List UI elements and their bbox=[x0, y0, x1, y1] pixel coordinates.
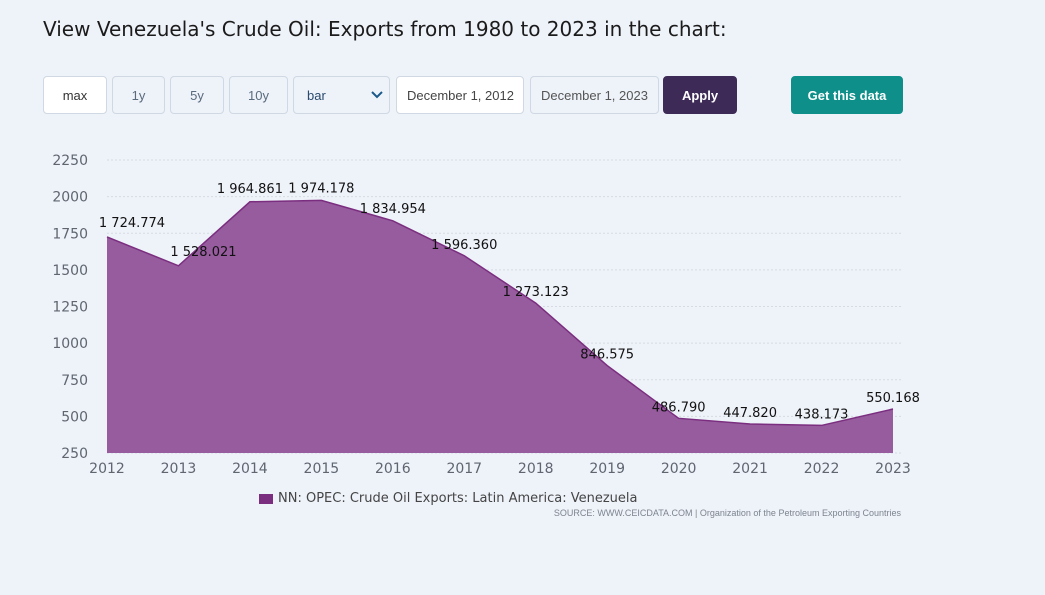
x-tick-label: 2019 bbox=[589, 461, 625, 477]
legend-label: NN: OPEC: Crude Oil Exports: Latin Ameri… bbox=[278, 491, 638, 506]
x-axis: 2012 2013 2014 2015 2016 2017 2018 2019 2020 2021… bbox=[89, 461, 911, 477]
y-tick-label: 500 bbox=[61, 409, 88, 425]
data-label: 1 834.954 bbox=[360, 202, 426, 217]
x-tick-label: 2022 bbox=[804, 461, 840, 477]
y-tick-label: 1000 bbox=[52, 336, 88, 352]
y-tick-label: 1250 bbox=[52, 300, 88, 316]
data-label: 1 964.861 bbox=[217, 182, 283, 197]
data-label: 1 273.123 bbox=[503, 285, 569, 300]
y-tick-label: 1500 bbox=[52, 263, 88, 279]
x-tick-label: 2020 bbox=[661, 461, 697, 477]
data-label: 846.575 bbox=[580, 348, 634, 363]
x-tick-label: 2012 bbox=[89, 461, 125, 477]
chart-series bbox=[106, 199, 894, 453]
x-tick-label: 2021 bbox=[732, 461, 768, 477]
chart-legend[interactable]: NN: OPEC: Crude Oil Exports: Latin Ameri… bbox=[259, 491, 638, 506]
get-data-button[interactable]: Get this data bbox=[791, 76, 903, 114]
end-date-input[interactable]: December 1, 2023 bbox=[530, 76, 659, 114]
data-label: 447.820 bbox=[723, 406, 777, 421]
y-tick-label: 2000 bbox=[52, 190, 88, 206]
chart-type-select[interactable]: bar bbox=[293, 76, 390, 114]
y-tick-label: 1750 bbox=[52, 226, 88, 242]
series-line bbox=[106, 199, 894, 427]
data-label: 438.173 bbox=[795, 407, 849, 422]
y-axis: 250 500 750 1000 1250 1500 1750 2000 2250 bbox=[52, 153, 88, 462]
data-label: 1 528.021 bbox=[170, 245, 236, 260]
data-label: 1 974.178 bbox=[288, 181, 354, 196]
y-tick-label: 750 bbox=[61, 373, 88, 389]
x-tick-label: 2014 bbox=[232, 461, 268, 477]
source-note: SOURCE: WWW.CEICDATA.COM | Organization … bbox=[553, 508, 901, 518]
data-label: 486.790 bbox=[652, 400, 706, 415]
chevron-down-icon bbox=[371, 91, 383, 99]
apply-button[interactable]: Apply bbox=[663, 76, 737, 114]
range-max-button[interactable]: max bbox=[43, 76, 107, 114]
x-tick-label: 2013 bbox=[161, 461, 197, 477]
x-tick-label: 2018 bbox=[518, 461, 554, 477]
x-tick-label: 2015 bbox=[304, 461, 340, 477]
y-tick-label: 250 bbox=[61, 446, 88, 462]
y-tick-label: 2250 bbox=[52, 153, 88, 169]
range-5y-button[interactable]: 5y bbox=[170, 76, 224, 114]
page-title: View Venezuela's Crude Oil: Exports from… bbox=[43, 17, 727, 41]
start-date-input[interactable]: December 1, 2012 bbox=[396, 76, 524, 114]
series-area bbox=[107, 200, 893, 453]
data-label: 550.168 bbox=[866, 391, 920, 406]
range-1y-button[interactable]: 1y bbox=[112, 76, 165, 114]
x-tick-label: 2023 bbox=[875, 461, 911, 477]
x-tick-label: 2017 bbox=[446, 461, 482, 477]
data-labels: 1 724.774 1 528.021 1 964.861 1 974.178 1 83… bbox=[99, 181, 920, 422]
chart-type-value: bar bbox=[307, 87, 326, 103]
data-label: 1 596.360 bbox=[431, 238, 497, 253]
x-tick-label: 2016 bbox=[375, 461, 411, 477]
legend-swatch bbox=[259, 493, 273, 504]
range-10y-button[interactable]: 10y bbox=[229, 76, 288, 114]
data-label: 1 724.774 bbox=[99, 216, 165, 231]
